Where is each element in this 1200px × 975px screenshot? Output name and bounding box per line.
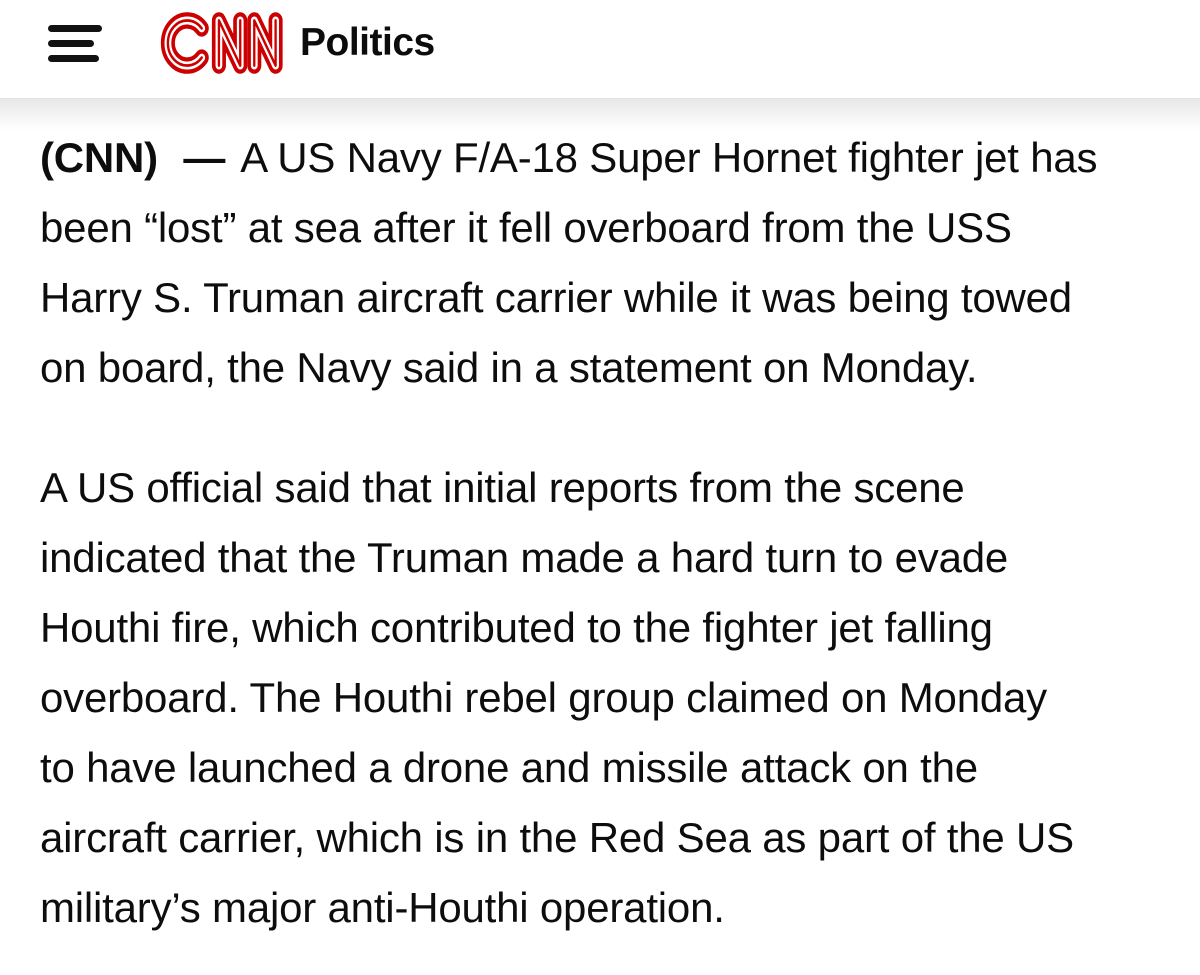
menu-bar — [48, 39, 94, 47]
section-label[interactable]: Politics — [300, 21, 435, 64]
hamburger-menu-button[interactable] — [48, 21, 104, 65]
cnn-logo-icon — [160, 12, 283, 74]
paragraph: (CNN) — A US Navy F/A-18 Super Hornet fig… — [40, 123, 1160, 403]
article-line: to have launched a drone and missile att… — [40, 744, 978, 791]
article-line: indicated that the Truman made a hard tu… — [40, 534, 1009, 581]
article-line-text: A US Navy F/A-18 Super Hornet fighter je… — [240, 134, 1098, 181]
article-line: overboard. The Houthi rebel group claime… — [40, 674, 1047, 721]
hamburger-menu-icon — [48, 24, 104, 62]
article-line: on board, the Navy said in a statement o… — [40, 344, 978, 391]
article-line: Houthi fire, which contributed to the fi… — [40, 604, 993, 651]
header-divider — [0, 98, 1200, 132]
article-line: military’s major anti-Houthi operation. — [40, 884, 725, 931]
app-header: CNN Politics — [0, 0, 1200, 98]
article-body: (CNN) — A US Navy F/A-18 Super Hornet fig… — [0, 123, 1200, 943]
paragraph: A US official said that initial reports … — [40, 453, 1160, 943]
article-line: A US official said that initial reports … — [40, 464, 965, 511]
cnn-dateline: (CNN) — — [40, 134, 226, 181]
article-line: been “lost” at sea after it fell overboa… — [40, 204, 1012, 251]
menu-bar — [48, 54, 99, 62]
article-line: aircraft carrier, which is in the Red Se… — [40, 814, 1074, 861]
menu-bar — [48, 24, 102, 32]
article-line: (CNN) — A US Navy F/A-18 Super Hornet fig… — [40, 123, 1160, 193]
article-line: Harry S. Truman aircraft carrier while i… — [40, 274, 1072, 321]
brand-link[interactable]: CNN Politics — [156, 4, 435, 82]
